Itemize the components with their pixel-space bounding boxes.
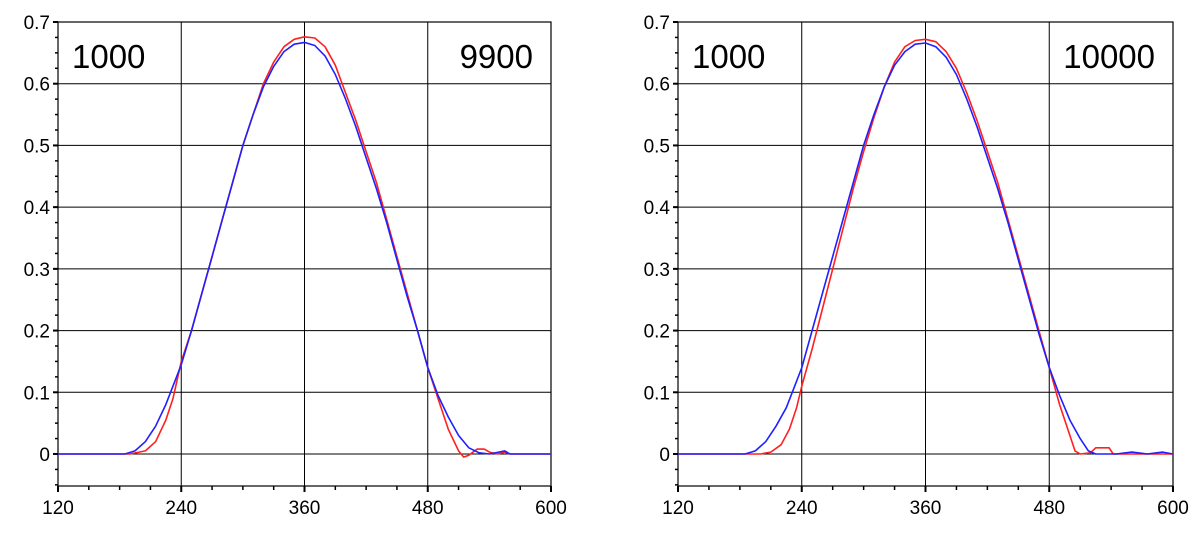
y-tick-label: 0.4 <box>644 198 671 219</box>
y-tick-label: 0.2 <box>644 322 670 343</box>
y-tick-label: 0.1 <box>24 383 50 404</box>
series-line-1 <box>678 38 1173 455</box>
y-tick-label: 0.6 <box>644 75 670 96</box>
y-tick-label: 0.3 <box>24 260 50 281</box>
x-tick-label: 480 <box>412 498 444 519</box>
y-tick-label: 0.5 <box>644 136 670 157</box>
annotation-top-right: 9900 <box>460 38 533 75</box>
chart-panel-2: 0 0.1 0.2 0.3 0.4 0.5 0.6 0.7 120 240 360 480 600 100… <box>644 13 1189 519</box>
annotation-top-left: 1000 <box>692 38 765 75</box>
x-tick-label: 600 <box>1157 498 1189 519</box>
y-tick-label: 0.6 <box>24 75 50 96</box>
y-tick-label: 0.4 <box>24 198 51 219</box>
y-tick-label: 0 <box>39 445 50 466</box>
y-tick-label: 0.2 <box>24 322 50 343</box>
y-tick-label: 0.1 <box>644 383 670 404</box>
y-tick-label: 0.7 <box>24 13 50 34</box>
x-tick-label: 240 <box>786 498 818 519</box>
x-tick-label: 360 <box>289 498 321 519</box>
chart-panel-1: 0 0.1 0.2 0.3 0.4 0.5 0.6 0.7 120 240 360 480 600 100… <box>24 13 567 519</box>
y-tick-label: 0.5 <box>24 136 50 157</box>
x-tick-label: 120 <box>42 498 74 519</box>
annotation-top-right: 10000 <box>1063 38 1155 75</box>
x-tick-label: 480 <box>1033 498 1065 519</box>
x-tick-label: 240 <box>165 498 197 519</box>
series-line-2 <box>58 41 551 455</box>
x-tick-label: 360 <box>910 498 942 519</box>
x-tick-label: 120 <box>662 498 694 519</box>
y-tick-label: 0 <box>659 445 670 466</box>
series-line-2 <box>678 42 1174 455</box>
y-tick-label: 0.3 <box>644 260 670 281</box>
x-tick-label: 600 <box>535 498 567 519</box>
y-tick-label: 0.7 <box>644 13 670 34</box>
annotation-top-left: 1000 <box>72 38 145 75</box>
